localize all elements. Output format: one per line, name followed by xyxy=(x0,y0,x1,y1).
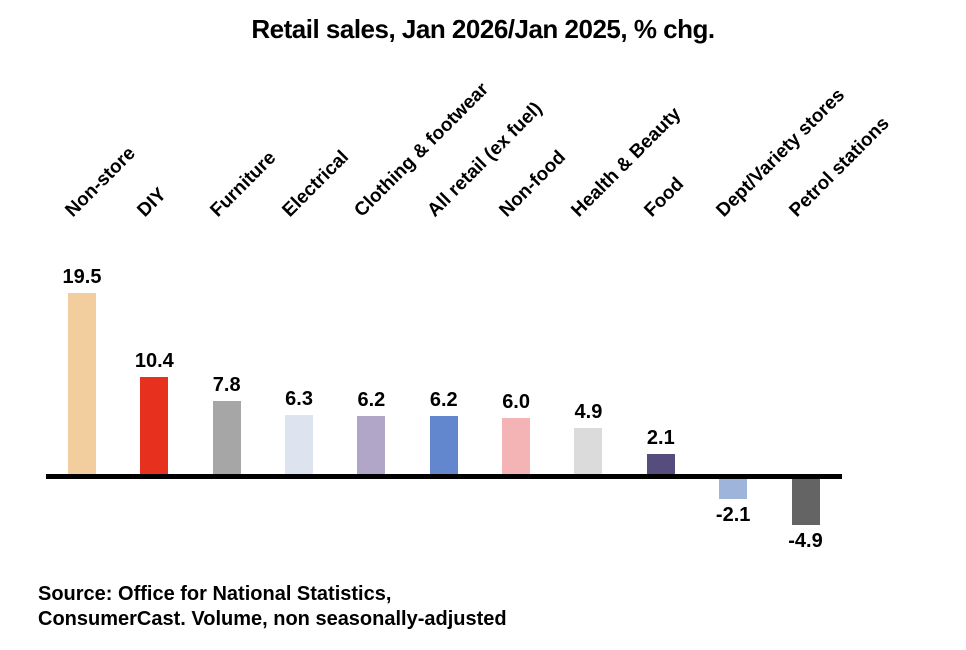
bar-clothing-footwear xyxy=(357,416,386,474)
bar-non-food xyxy=(502,418,531,474)
bar-value-label-health-beauty: 4.9 xyxy=(574,401,603,424)
bar-value-label-furniture: 7.8 xyxy=(212,374,241,397)
bar-value-label-non-store: 19.5 xyxy=(62,265,102,288)
category-label-diy: DIY xyxy=(133,184,172,222)
source-note-line2: ConsumerCast. Volume, non seasonally-adj… xyxy=(38,608,507,630)
bar-all-retail-ex-fuel xyxy=(429,416,458,474)
bar-furniture xyxy=(212,401,241,474)
bar-dept-variety-stores xyxy=(719,479,748,499)
bar-value-label-non-food: 6.0 xyxy=(502,391,530,414)
bar-value-label-all-retail-ex-fuel: 6.2 xyxy=(429,389,458,412)
category-label-dept-variety-stores: Dept/Variety stores xyxy=(712,84,850,222)
bar-value-label-electrical: 6.3 xyxy=(285,388,313,411)
bar-value-label-clothing-footwear: 6.2 xyxy=(357,389,386,412)
category-label-non-food: Non-food xyxy=(495,146,571,222)
category-label-non-store: Non-store xyxy=(61,142,140,222)
bar-value-label-food: 2.1 xyxy=(646,427,675,450)
source-note: Source: Office for National Statistics, … xyxy=(38,582,507,632)
category-label-electrical: Electrical xyxy=(278,146,354,222)
category-label-food: Food xyxy=(640,173,688,222)
bar-diy xyxy=(140,377,169,474)
bar-food xyxy=(646,454,675,474)
bar-non-store xyxy=(68,292,96,474)
chart-title: Retail sales, Jan 2026/Jan 2025, % chg. xyxy=(251,14,715,44)
bar-electrical xyxy=(285,415,314,474)
bar-value-label-petrol-stations: -4.9 xyxy=(788,529,823,552)
bar-health-beauty xyxy=(574,428,603,474)
x-axis-line xyxy=(46,474,842,479)
category-label-clothing-footwear: Clothing & footwear xyxy=(350,78,494,222)
bar-value-label-dept-variety-stores: -2.1 xyxy=(715,503,751,526)
bar-petrol-stations xyxy=(791,479,820,525)
source-note-line1: Source: Office for National Statistics, xyxy=(38,583,392,605)
bar-value-label-diy: 10.4 xyxy=(134,350,174,373)
category-label-furniture: Furniture xyxy=(206,147,280,222)
